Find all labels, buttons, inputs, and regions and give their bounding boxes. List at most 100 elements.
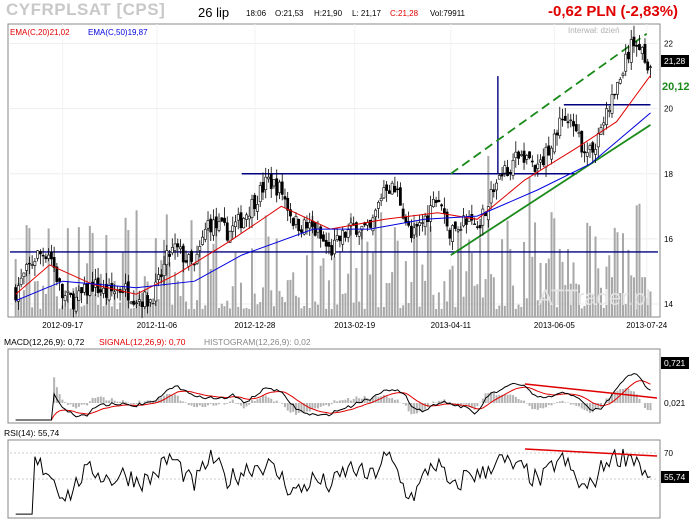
macd-histogram-bar [110, 398, 113, 403]
volume-bar [457, 226, 460, 317]
volume-bar [506, 220, 509, 317]
candle-body [338, 235, 342, 242]
candle-body [404, 216, 408, 224]
candle-body [280, 181, 284, 195]
volume-bar [443, 281, 446, 317]
macd-histogram-bar [327, 403, 330, 407]
candle-body [407, 221, 411, 226]
candle-body [173, 243, 177, 251]
candle-body [143, 291, 147, 307]
macd-histogram-bar [55, 387, 58, 403]
volume-bar [248, 308, 251, 317]
volume-bar [448, 269, 451, 317]
volume-bar [514, 308, 517, 317]
macd-histogram-bar [424, 403, 427, 410]
volume-bar [635, 205, 638, 317]
candle-body [566, 121, 570, 124]
macd-histogram-bar [512, 395, 515, 403]
volume-bar [292, 272, 295, 317]
macd-histogram-bar [77, 403, 80, 407]
macd-histogram-bar [465, 403, 468, 405]
volume-bar [575, 283, 578, 317]
volume-bar [446, 301, 449, 317]
macd-histogram-bar [237, 403, 240, 405]
volume-bar [632, 277, 635, 317]
candle-body [456, 229, 460, 232]
candle-body [594, 149, 597, 155]
macd-histogram-bar [143, 401, 146, 403]
volume-bar [124, 217, 127, 317]
volume-bar [536, 300, 539, 317]
volume-bar [366, 241, 369, 317]
candle-body [324, 240, 328, 247]
header-open: O:21,53 [275, 9, 304, 18]
volume-bar [157, 299, 160, 317]
candle-body [473, 223, 476, 226]
macd-histogram-bar [160, 397, 163, 403]
candle-body [541, 156, 545, 166]
volume-bar [599, 287, 602, 317]
macd-histogram-bar [457, 403, 460, 404]
macd-histogram-bar [366, 398, 369, 403]
candle-body [234, 221, 237, 228]
macd-histogram-bar [396, 399, 399, 403]
volume-bar [160, 260, 163, 317]
macd-histogram-bar [171, 395, 174, 403]
header-date: 26 lip [198, 5, 230, 20]
macd-histogram-bar [108, 400, 111, 403]
macd-histogram-bar [135, 403, 138, 405]
volume-bar [322, 258, 325, 317]
macd-histogram-bar [608, 398, 611, 403]
macd-histogram-bar [388, 398, 391, 403]
candle-body [88, 283, 92, 296]
candle-body [322, 234, 325, 242]
candle-body [470, 214, 474, 221]
candle-body [272, 179, 276, 187]
macd-histogram-bar [212, 403, 215, 406]
volume-bar [64, 307, 67, 317]
candle-body [580, 130, 584, 153]
candle-body [627, 51, 630, 60]
candle-body [398, 187, 402, 206]
volume-bar [646, 297, 649, 317]
candle-body [349, 222, 353, 227]
volume-bar [404, 261, 407, 317]
rsi-tag-box [661, 471, 689, 483]
macd-histogram-bar [239, 403, 242, 406]
volume-bar [69, 308, 72, 317]
candle-body [624, 53, 628, 72]
macd-histogram-bar [393, 399, 396, 403]
volume-bar [569, 283, 572, 317]
candle-body [49, 251, 53, 260]
candle-body [41, 254, 45, 257]
candle-body [357, 231, 361, 237]
macd-histogram-bar [564, 402, 567, 403]
macd-tag-box [661, 357, 689, 369]
macd-histogram-bar [380, 396, 383, 403]
macd-histogram-bar [352, 398, 355, 403]
candle-body [640, 46, 644, 54]
rsi-level-label: 70 [664, 449, 673, 458]
macd-histogram-bar [99, 396, 102, 403]
candle-body [341, 230, 345, 245]
macd-histogram-bar [619, 389, 622, 403]
volume-bar [259, 301, 262, 317]
candle-body [184, 260, 188, 263]
candle-body [360, 225, 364, 231]
macd-histogram-bar [542, 403, 545, 409]
macd-histogram-bar [407, 403, 410, 412]
volume-bar [47, 228, 50, 317]
candle-body [621, 73, 625, 76]
macd-histogram-bar [385, 396, 388, 403]
volume-bar [234, 252, 237, 317]
candle-body [371, 217, 375, 232]
volume-bar [215, 228, 218, 317]
macd-histogram-bar [594, 403, 597, 409]
candle-body [618, 79, 622, 84]
volume-bar [201, 308, 204, 317]
volume-bar [424, 281, 427, 317]
volume-bar [305, 255, 308, 317]
candle-body [195, 253, 199, 264]
macd-histogram-bar [347, 397, 350, 403]
